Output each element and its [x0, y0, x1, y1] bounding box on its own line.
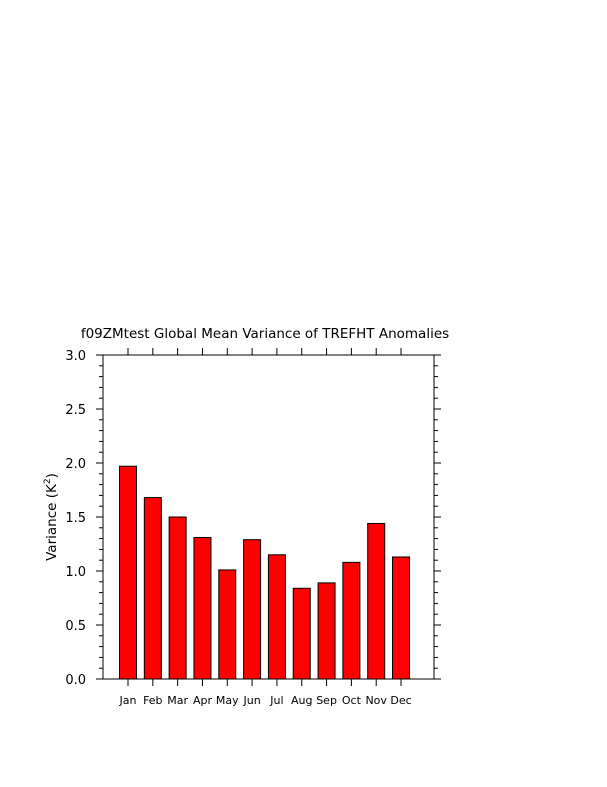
plot-frame: [102, 354, 435, 680]
x-tick-label: Feb: [143, 694, 162, 707]
x-tick-label: May: [216, 694, 239, 707]
y-tick-label: 0.0: [65, 673, 86, 688]
x-tick-label: Sep: [316, 694, 337, 707]
y-axis-label-main: Variance (K: [44, 483, 60, 561]
ticks-group: [96, 348, 441, 686]
x-tick-labels: Jan Feb Mar Apr May Jun Jul Aug Sep Oct Nov Dec: [119, 694, 412, 707]
y-tick-label: 1.5: [65, 511, 86, 526]
x-tick-label: Dec: [390, 694, 411, 707]
bar-nov: [367, 522, 386, 680]
x-tick-label: Aug: [291, 694, 312, 707]
y-tick-label: 1.0: [65, 565, 86, 580]
x-tick-label: Jan: [119, 694, 137, 707]
x-tick-label: Jul: [269, 694, 283, 707]
bar-apr: [193, 537, 212, 680]
x-tick-label: Jun: [243, 694, 261, 707]
y-tick-label: 3.0: [65, 349, 86, 364]
x-tick-label: Apr: [193, 694, 213, 707]
y-axis-label: Variance (K2): [43, 473, 60, 561]
y-tick-labels: 0.0 0.5 1.0 1.5 2.0 2.5 3.0: [65, 349, 86, 688]
y-axis-label-superscript: 2: [43, 478, 53, 484]
bar-oct: [342, 561, 361, 680]
x-tick-label: Mar: [167, 694, 188, 707]
bar-mar: [168, 516, 187, 680]
x-tick-label: Nov: [365, 694, 387, 707]
y-tick-label: 2.5: [65, 403, 86, 418]
bar-jul: [267, 554, 286, 680]
bar-may: [218, 569, 237, 680]
x-tick-label: Oct: [342, 694, 362, 707]
bar-feb: [143, 497, 162, 680]
bar-jun: [243, 539, 262, 680]
bar-aug: [292, 587, 311, 680]
bar-dec: [392, 556, 411, 680]
bar-sep: [317, 582, 336, 680]
y-tick-label: 2.0: [65, 457, 86, 472]
bar-jan: [119, 465, 137, 680]
y-axis-label-close: ): [44, 473, 60, 478]
y-tick-label: 0.5: [65, 619, 86, 634]
bars-group: [119, 465, 411, 680]
chart-title: f09ZMtest Global Mean Variance of TREFHT…: [81, 326, 449, 342]
